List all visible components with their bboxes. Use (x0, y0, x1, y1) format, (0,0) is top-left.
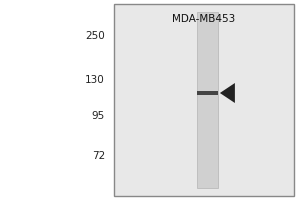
Text: MDA-MB453: MDA-MB453 (172, 14, 236, 24)
Text: 95: 95 (92, 111, 105, 121)
Text: 250: 250 (85, 31, 105, 41)
Bar (197, 12, 218, 188)
Text: 130: 130 (85, 75, 105, 85)
Text: 72: 72 (92, 151, 105, 161)
Bar (114, 4, 294, 196)
Bar (197, 91, 218, 95)
Polygon shape (220, 83, 235, 103)
